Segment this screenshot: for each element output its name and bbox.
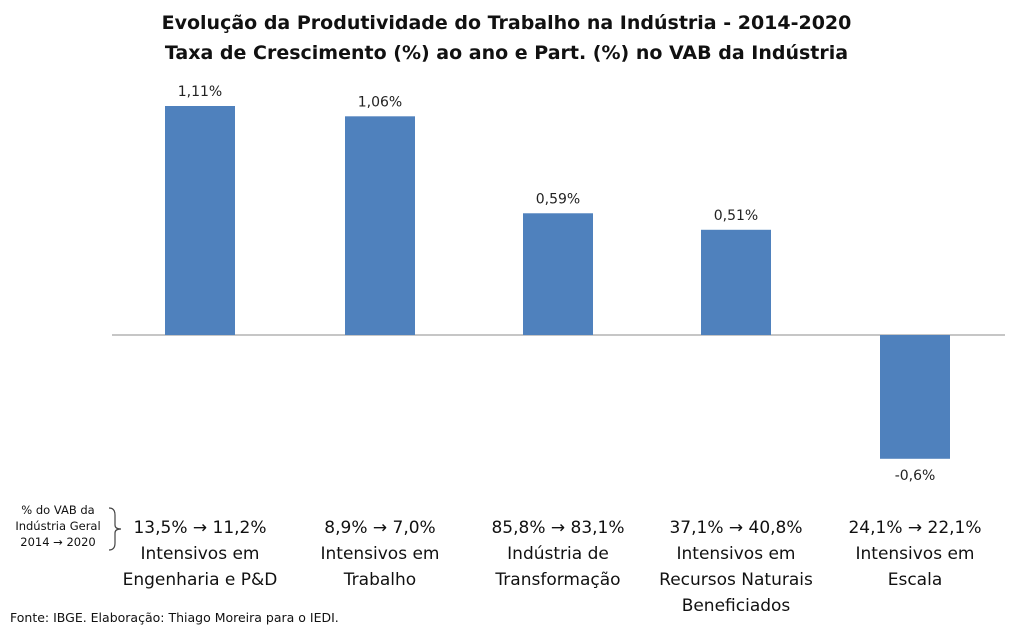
vab-share-4: 37,1% → 40,8% bbox=[669, 518, 803, 538]
data-label-3: 0,59% bbox=[536, 191, 580, 207]
data-label-2: 1,06% bbox=[358, 94, 402, 110]
vab-share-1: 13,5% → 11,2% bbox=[133, 518, 267, 538]
category-label-2: 8,9% → 7,0% Intensivos em Trabalho bbox=[295, 515, 465, 593]
source-note: Fonte: IBGE. Elaboração: Thiago Moreira … bbox=[10, 610, 339, 625]
vab-share-5: 24,1% → 22,1% bbox=[848, 518, 982, 538]
chart-subtitle: Taxa de Crescimento (%) ao ano e Part. (… bbox=[164, 42, 849, 64]
category-name-2: Intensivos em Trabalho bbox=[320, 544, 440, 590]
category-name-3: Indústria de Transformação bbox=[495, 544, 621, 590]
vab-share-side-label: % do VAB da Indústria Geral 2014 → 2020 bbox=[15, 503, 101, 549]
category-name-4: Intensivos em Recursos Naturais Benefici… bbox=[659, 544, 813, 616]
vab-share-2: 8,9% → 7,0% bbox=[324, 518, 436, 538]
category-label-5: 24,1% → 22,1% Intensivos em Escala bbox=[830, 515, 1000, 593]
category-name-1: Intensivos em Engenharia e P&D bbox=[122, 544, 278, 590]
bar-5 bbox=[880, 335, 950, 459]
category-label-3: 85,8% → 83,1% Indústria de Transformação bbox=[473, 515, 643, 593]
data-label-1: 1,11% bbox=[178, 84, 222, 100]
category-label-4: 37,1% → 40,8% Intensivos em Recursos Natu… bbox=[651, 515, 821, 619]
vab-share-3: 85,8% → 83,1% bbox=[491, 518, 625, 538]
category-label-1: 13,5% → 11,2% Intensivos em Engenharia e … bbox=[115, 515, 285, 593]
data-label-5: -0,6% bbox=[895, 468, 936, 484]
data-label-4: 0,51% bbox=[714, 208, 758, 224]
bar-2 bbox=[345, 116, 415, 336]
bar-1 bbox=[165, 106, 235, 335]
bracket-icon bbox=[108, 507, 122, 551]
chart-title: Evolução da Produtividade do Trabalho na… bbox=[161, 12, 852, 34]
bar-4 bbox=[701, 229, 771, 335]
category-name-5: Intensivos em Escala bbox=[855, 544, 975, 590]
bar-3 bbox=[523, 213, 593, 335]
bar-chart: 1,11% 1,06% 0,59% 0,51% -0,6% bbox=[112, 84, 1005, 484]
